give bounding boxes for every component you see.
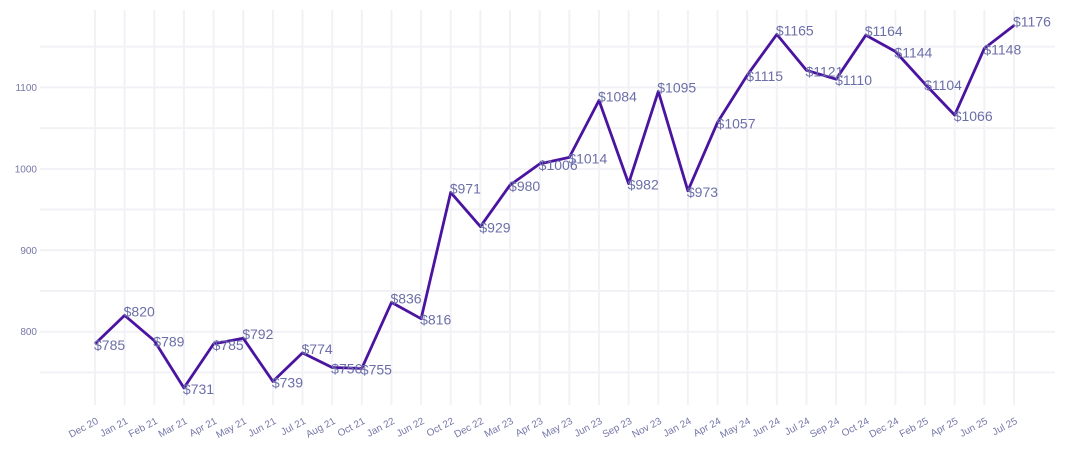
- data-label: $731: [183, 381, 214, 397]
- data-label: $980: [509, 178, 540, 194]
- data-label: $756: [331, 361, 362, 377]
- data-label: $1165: [776, 22, 814, 38]
- data-label: $1148: [983, 41, 1021, 57]
- x-tick-label: Oct 21: [336, 416, 368, 440]
- x-tick-label: Sep 24: [808, 416, 842, 441]
- x-tick-label: May 24: [718, 416, 753, 441]
- y-tick-label: 1100: [15, 83, 37, 94]
- x-tick-label: Jul 25: [991, 416, 1020, 438]
- x-tick-label: Mar 21: [157, 416, 190, 441]
- x-tick-label: Dec 20: [67, 416, 101, 441]
- data-label: $792: [242, 326, 273, 342]
- data-label: $1057: [717, 115, 756, 131]
- data-label: $1006: [539, 157, 578, 173]
- x-tick-label: Jan 21: [98, 416, 130, 440]
- data-label: $739: [272, 374, 303, 390]
- x-tick-label: Dec 24: [868, 416, 902, 441]
- x-tick-label: Apr 24: [692, 416, 724, 440]
- data-label: $1144: [894, 45, 932, 61]
- data-label: $755: [361, 361, 392, 377]
- data-label: $1084: [598, 88, 637, 104]
- x-tick-label: Jun 21: [247, 416, 279, 440]
- y-tick-label: 800: [20, 327, 37, 338]
- x-tick-label: Jun 24: [751, 416, 783, 440]
- x-tick-label: Apr 21: [188, 416, 220, 440]
- x-tick-label: Jun 23: [573, 416, 605, 440]
- data-label: $1176: [1013, 13, 1051, 29]
- data-label: $1104: [924, 77, 962, 93]
- x-tick-label: Jul 24: [783, 416, 812, 438]
- data-labels: $785$820$789$731$785$792$739$774$756$755…: [94, 13, 1051, 396]
- data-label: $929: [479, 220, 510, 236]
- x-tick-label: Feb 21: [127, 416, 160, 441]
- data-label: $971: [450, 180, 481, 196]
- x-tick-label: Oct 22: [425, 416, 457, 440]
- x-tick-label: Feb 25: [898, 416, 931, 441]
- data-label: $816: [420, 312, 451, 328]
- x-tick-label: Jun 25: [958, 416, 990, 440]
- data-label: $820: [124, 303, 155, 319]
- data-label: $836: [390, 290, 421, 306]
- x-tick-label: Jan 22: [365, 416, 397, 440]
- x-tick-label: Apr 25: [929, 416, 961, 440]
- x-tick-label: Jun 22: [395, 416, 427, 440]
- y-tick-label: 900: [20, 246, 37, 257]
- x-tick-label: Aug 21: [304, 416, 338, 441]
- x-tick-label: Dec 22: [453, 416, 487, 441]
- x-tick-label: Jan 24: [662, 416, 694, 440]
- data-label: $1095: [657, 79, 696, 95]
- x-tick-label: Jul 21: [279, 416, 308, 438]
- data-label: $1164: [865, 23, 903, 39]
- x-tick-label: Nov 23: [631, 416, 665, 441]
- y-axis: 800 900 1000 1100: [15, 83, 38, 338]
- x-tick-label: May 21: [215, 416, 250, 441]
- data-label: $1066: [954, 108, 993, 124]
- series-line: [94, 24, 1015, 390]
- data-label: $789: [153, 334, 184, 350]
- chart-grid: [40, 10, 1055, 405]
- x-tick-label: Apr 23: [514, 416, 546, 440]
- x-tick-label: Mar 23: [483, 416, 516, 441]
- data-label: $785: [94, 337, 125, 353]
- data-label: $774: [302, 341, 333, 357]
- data-label: $1110: [835, 72, 872, 88]
- data-label: $1115: [746, 68, 783, 84]
- data-label: $785: [213, 337, 244, 353]
- data-label: $1121: [805, 63, 843, 79]
- data-label: $973: [687, 184, 718, 200]
- x-tick-label: Oct 24: [840, 416, 872, 440]
- x-tick-label: Sep 23: [601, 416, 635, 441]
- x-tick-label: May 23: [541, 416, 576, 441]
- data-label: $982: [628, 176, 659, 192]
- y-tick-label: 1000: [15, 164, 38, 175]
- data-label: $1014: [568, 150, 607, 166]
